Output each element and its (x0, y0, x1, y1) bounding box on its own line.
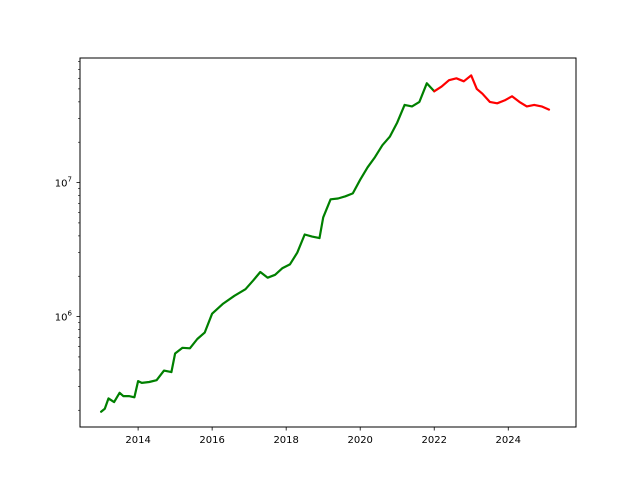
y-tick-exponent: 7 (68, 176, 72, 184)
x-tick-label: 2022 (422, 435, 447, 446)
y-tick-base: 10 (55, 313, 68, 324)
x-tick-label: 2014 (125, 435, 150, 446)
series-layer (99, 74, 551, 413)
y-tick-label: 107 (55, 176, 72, 190)
x-tick-label: 2016 (199, 435, 224, 446)
plot-frame (79, 57, 577, 428)
y-tick-label: 106 (55, 310, 73, 324)
x-tick-label: 2018 (273, 435, 298, 446)
x-tick-label: 2020 (347, 435, 372, 446)
x-axis: 2014 2016 2018 2020 2022 2024 (125, 427, 521, 446)
y-tick-exponent: 6 (68, 310, 73, 318)
series-line-2 (433, 74, 551, 111)
y-tick-base: 10 (55, 179, 68, 190)
series-line-1 (99, 82, 436, 413)
x-tick-label: 2024 (496, 435, 521, 446)
